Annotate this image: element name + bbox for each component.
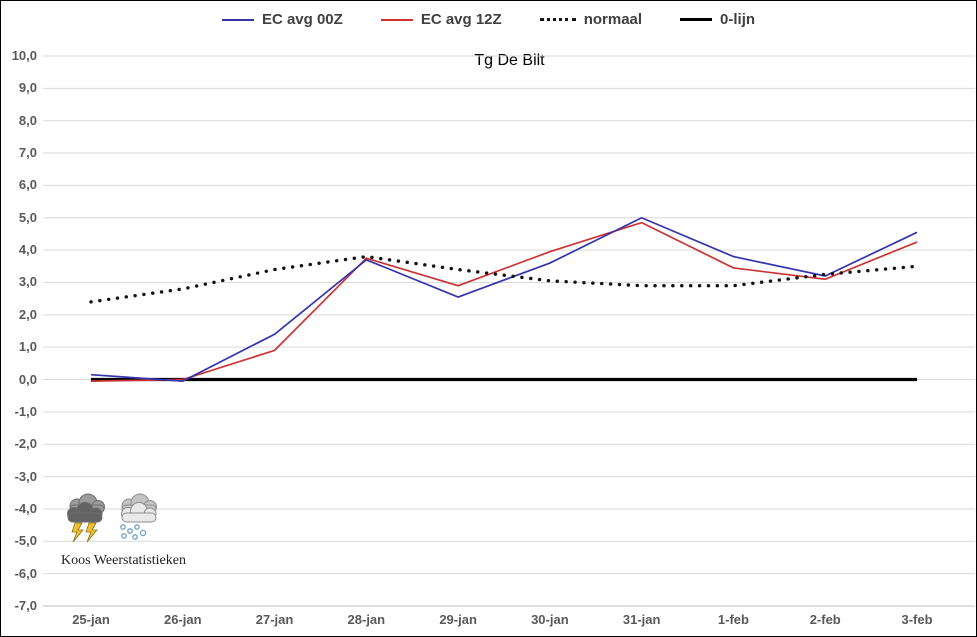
credit-text: Koos Weerstatistieken (61, 553, 186, 568)
legend-label: EC avg 00Z (261, 11, 343, 28)
y-tick-label: 7,0 (18, 145, 37, 161)
y-tick-label: 4,0 (18, 242, 37, 258)
x-tick-label: 3-feb (901, 612, 933, 627)
chart-legend: EC avg 00Z EC avg 12Z normaal 0-lijn (1, 11, 976, 28)
x-tick-label: 1-feb (717, 612, 749, 627)
thunderstorm-icon (67, 493, 105, 543)
y-tick-label: 0,0 (18, 371, 37, 387)
blue-line-sample-icon (221, 18, 254, 21)
x-tick-label: 29-jan (439, 612, 477, 627)
y-tick-label: -4,0 (14, 500, 37, 516)
legend-item-0-lijn: 0-lijn (680, 11, 755, 28)
y-tick-label: 2,0 (18, 306, 37, 322)
y-tick-label: 6,0 (18, 177, 37, 193)
legend-label: 0-lijn (720, 11, 756, 28)
x-tick-label: 2-feb (809, 612, 841, 627)
red-line-sample-icon (380, 18, 413, 21)
legend-label: normaal (583, 11, 643, 28)
legend-item-normaal: normaal (539, 11, 643, 28)
y-tick-label: -3,0 (14, 468, 37, 484)
y-tick-label: 10,0 (11, 48, 37, 63)
dotted-line-sample-icon (539, 18, 576, 21)
y-tick-label: -7,0 (14, 598, 37, 613)
y-tick-label: 1,0 (18, 339, 37, 355)
legend-item-ec-avg-12z: EC avg 12Z (380, 11, 502, 28)
y-tick-label: 8,0 (18, 112, 37, 128)
series-line-ec-avg-12z (90, 221, 918, 382)
y-tick-label: -2,0 (14, 436, 37, 452)
black-line-sample-icon (680, 18, 713, 21)
series-line-ec-avg-00z (90, 216, 918, 383)
y-tick-label: -1,0 (14, 403, 37, 419)
legend-item-ec-avg-00z: EC avg 00Z (221, 11, 343, 28)
legend-label: EC avg 12Z (420, 11, 502, 28)
x-tick-label: 25-jan (72, 612, 110, 627)
y-tick-label: 5,0 (18, 209, 37, 225)
x-tick-label: 31-jan (622, 612, 661, 627)
y-tick-label: -5,0 (14, 533, 37, 549)
y-tick-label: 3,0 (18, 274, 37, 290)
x-tick-label: 30-jan (531, 612, 569, 627)
x-tick-label: 26-jan (163, 612, 202, 627)
x-tick-label: 28-jan (347, 612, 386, 627)
series-line-normaal (89, 254, 919, 304)
y-tick-label: 9,0 (18, 80, 37, 96)
snow-cloud-icon (120, 493, 157, 540)
x-tick-label: 27-jan (255, 612, 294, 627)
y-tick-label: -6,0 (14, 565, 37, 581)
